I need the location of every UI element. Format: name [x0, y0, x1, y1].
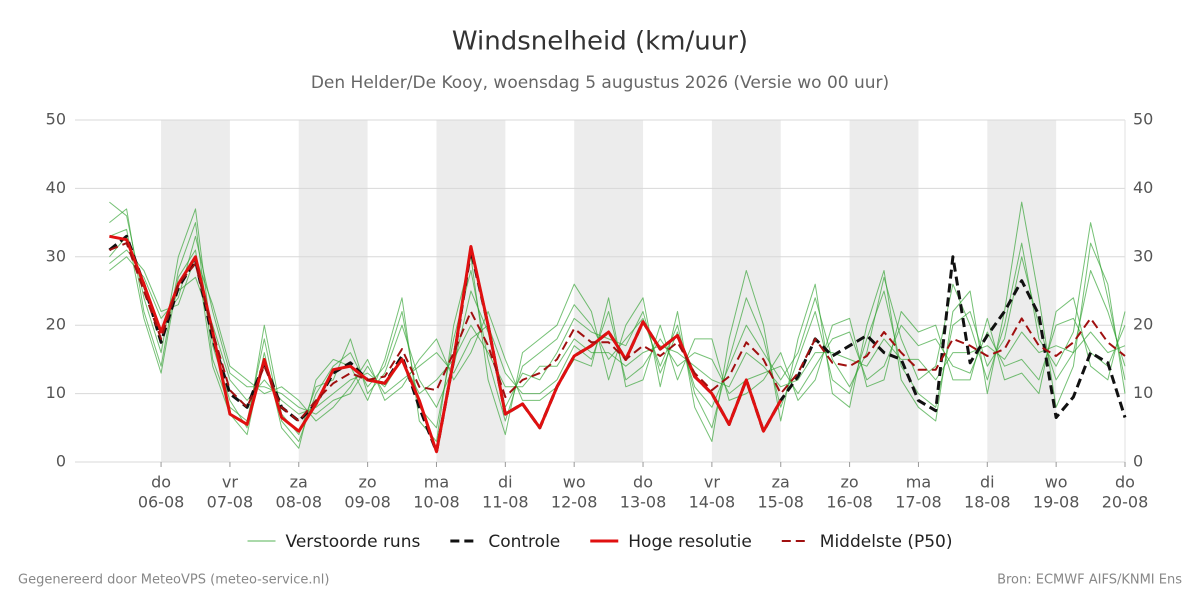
legend-label: Middelste (P50)	[820, 532, 953, 552]
x-tick-date: 07-08	[207, 493, 254, 512]
y2-tick-label: 0	[1133, 452, 1143, 471]
x-tick-date: 19-08	[1033, 493, 1080, 512]
x-tick-date: 17-08	[895, 493, 942, 512]
chart-title: Windsnelheid (km/uur)	[452, 27, 748, 57]
series-line	[109, 234, 783, 454]
day-band	[987, 120, 1057, 462]
y2-tick-label: 50	[1133, 110, 1153, 129]
x-tick-label: ma	[906, 473, 931, 492]
x-tick-date: 16-08	[826, 493, 873, 512]
y2-tick-label: 40	[1133, 178, 1153, 197]
ensemble-line	[109, 201, 1126, 449]
x-tick-label: di	[980, 473, 995, 492]
x-tick-label: wo	[563, 473, 586, 492]
x-tick-date: 12-08	[551, 493, 598, 512]
day-band	[711, 120, 781, 462]
x-tick-date: 18-08	[964, 493, 1011, 512]
x-tick-date: 15-08	[757, 493, 804, 512]
y-tick-label: 20	[46, 315, 66, 334]
x-tick-date: 08-08	[276, 493, 323, 512]
x-tick-label: za	[772, 473, 790, 492]
x-tick-date: 10-08	[413, 493, 460, 512]
y2-tick-label: 30	[1133, 246, 1153, 265]
legend-label: Controle	[488, 532, 560, 552]
chart-subtitle: Den Helder/De Kooy, woensdag 5 augustus …	[311, 73, 889, 93]
x-tick-date: 09-08	[344, 493, 391, 512]
day-band	[574, 120, 644, 462]
series-line	[109, 242, 1126, 422]
x-tick-label: do	[1115, 473, 1135, 492]
x-tick-label: zo	[840, 473, 858, 492]
y2-tick-label: 20	[1133, 315, 1153, 334]
x-tick-label: za	[290, 473, 308, 492]
ensemble-line	[109, 249, 1126, 422]
x-tick-label: wo	[1045, 473, 1068, 492]
x-tick-label: do	[633, 473, 653, 492]
footer-source-right: Bron: ECMWF AIFS/KNMI Ens	[997, 573, 1182, 588]
day-band	[161, 120, 230, 462]
y2-tick-label: 10	[1133, 383, 1153, 402]
x-tick-date: 20-08	[1102, 493, 1149, 512]
y-tick-label: 0	[56, 452, 66, 471]
x-tick-label: do	[151, 473, 171, 492]
y-tick-label: 50	[46, 110, 66, 129]
x-tick-label: vr	[222, 473, 238, 492]
day-band	[298, 120, 368, 462]
x-tick-label: zo	[359, 473, 377, 492]
x-tick-date: 14-08	[689, 493, 736, 512]
x-tick-label: di	[498, 473, 513, 492]
x-tick-date: 11-08	[482, 493, 529, 512]
footer-source-left: Gegenereerd door MeteoVPS (meteo-service…	[18, 573, 329, 588]
x-tick-date: 13-08	[620, 493, 667, 512]
x-tick-label: vr	[704, 473, 720, 492]
y-tick-label: 40	[46, 178, 66, 197]
x-tick-date: 06-08	[138, 493, 185, 512]
legend-label: Hoge resolutie	[628, 532, 752, 552]
y-tick-label: 30	[46, 246, 66, 265]
x-tick-label: ma	[424, 473, 449, 492]
legend-label: Verstoorde runs	[286, 532, 421, 552]
y-tick-label: 10	[46, 383, 66, 402]
